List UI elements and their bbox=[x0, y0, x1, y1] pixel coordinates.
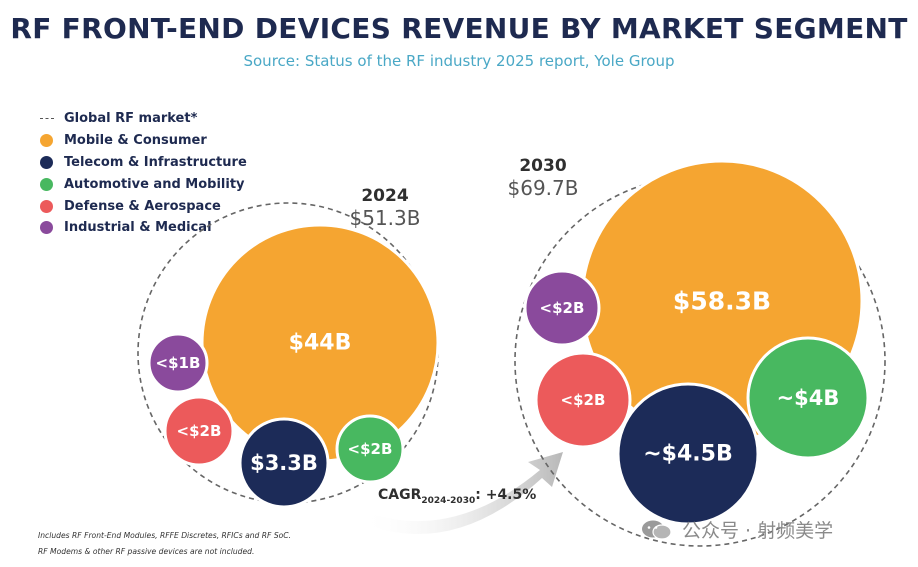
bubble-value-label: <$2B bbox=[540, 299, 585, 317]
bubble-telecom-infrastructure bbox=[238, 417, 330, 509]
legend-item-mobile: Mobile & Consumer bbox=[40, 130, 247, 152]
bubble-telecom-infrastructure bbox=[616, 382, 760, 526]
bubble-automotive-and-mobility bbox=[746, 336, 870, 460]
red-dot-icon bbox=[40, 199, 53, 213]
legend-item-automotive: Automotive and Mobility bbox=[40, 173, 247, 195]
bubble-industrial-medical bbox=[523, 269, 601, 347]
cagr-arrow bbox=[360, 452, 563, 535]
chart-subtitle: Source: Status of the RF industry 2025 r… bbox=[243, 52, 675, 70]
bubble-defense-aerospace bbox=[534, 351, 632, 449]
bubble-value-label: ~$4B bbox=[777, 386, 840, 410]
legend-item-defense: Defense & Aerospace bbox=[40, 195, 247, 217]
bubble-value-label: <$1B bbox=[156, 354, 201, 372]
legend-item-industrial: Industrial & Medical bbox=[40, 217, 247, 239]
panel-year: 2030 bbox=[519, 156, 567, 176]
panel-2030-label: 2030 $69.7B bbox=[488, 156, 598, 200]
legend-label: Defense & Aerospace bbox=[64, 198, 221, 214]
legend-label: Mobile & Consumer bbox=[64, 133, 207, 149]
green-dot-icon bbox=[40, 177, 53, 191]
legend-item-global: Global RF market* bbox=[40, 108, 247, 130]
bubble-industrial-medical bbox=[147, 332, 209, 394]
chart-title: RF FRONT-END DEVICES REVENUE BY MARKET S… bbox=[10, 12, 908, 45]
bubble-value-label: <$2B bbox=[561, 391, 606, 409]
legend-label: Automotive and Mobility bbox=[64, 176, 245, 192]
bubble-value-label: <$2B bbox=[348, 440, 393, 458]
panel-2024-label: 2024 $51.3B bbox=[330, 186, 440, 230]
bubble-defense-aerospace bbox=[163, 395, 235, 467]
watermark: 公众号 · 射频美学 bbox=[640, 516, 833, 543]
panel-total: $51.3B bbox=[349, 206, 421, 230]
purple-dot-icon bbox=[40, 221, 53, 235]
legend-label: Industrial & Medical bbox=[64, 220, 212, 236]
cagr-period: 2024-2030 bbox=[421, 495, 476, 506]
legend: Global RF market* Mobile & Consumer Tele… bbox=[40, 108, 247, 239]
panel-2030: $58.3B ~$4.5B ~$4B <$2B <$2B bbox=[514, 159, 886, 547]
bubble-automotive-and-mobility bbox=[335, 414, 405, 484]
cagr-prefix: CAGR bbox=[378, 487, 422, 503]
navy-dot-icon bbox=[40, 155, 53, 169]
orange-dot-icon bbox=[40, 134, 53, 148]
watermark-text: 公众号 · 射频美学 bbox=[682, 520, 834, 542]
footnote-1: Includes RF Front-End Modules, RFFE Disc… bbox=[38, 531, 292, 540]
legend-label: Global RF market* bbox=[64, 111, 198, 127]
global-rf-market-circle bbox=[514, 175, 886, 547]
dashed-line-icon bbox=[40, 118, 54, 120]
footnote-2: RF Modems & other RF passive devices are… bbox=[38, 547, 255, 556]
legend-item-telecom: Telecom & Infrastructure bbox=[40, 152, 247, 174]
bubble-value-label: ~$4.5B bbox=[643, 442, 732, 467]
bubble-value-label: <$2B bbox=[177, 422, 222, 440]
panel-total: $69.7B bbox=[507, 176, 579, 200]
legend-label: Telecom & Infrastructure bbox=[64, 154, 247, 170]
wechat-icon bbox=[642, 520, 672, 540]
panel-2024: $44B $3.3B <$2B <$2B <$1B bbox=[137, 202, 440, 509]
bubble-value-label: $3.3B bbox=[250, 451, 318, 475]
bubble-value-label: $58.3B bbox=[673, 287, 771, 316]
bubble-value-label: $44B bbox=[289, 331, 352, 356]
cagr-label: CAGR2024-2030: +4.5% bbox=[378, 487, 536, 506]
panel-year: 2024 bbox=[361, 186, 409, 206]
cagr-value: : +4.5% bbox=[475, 487, 537, 503]
